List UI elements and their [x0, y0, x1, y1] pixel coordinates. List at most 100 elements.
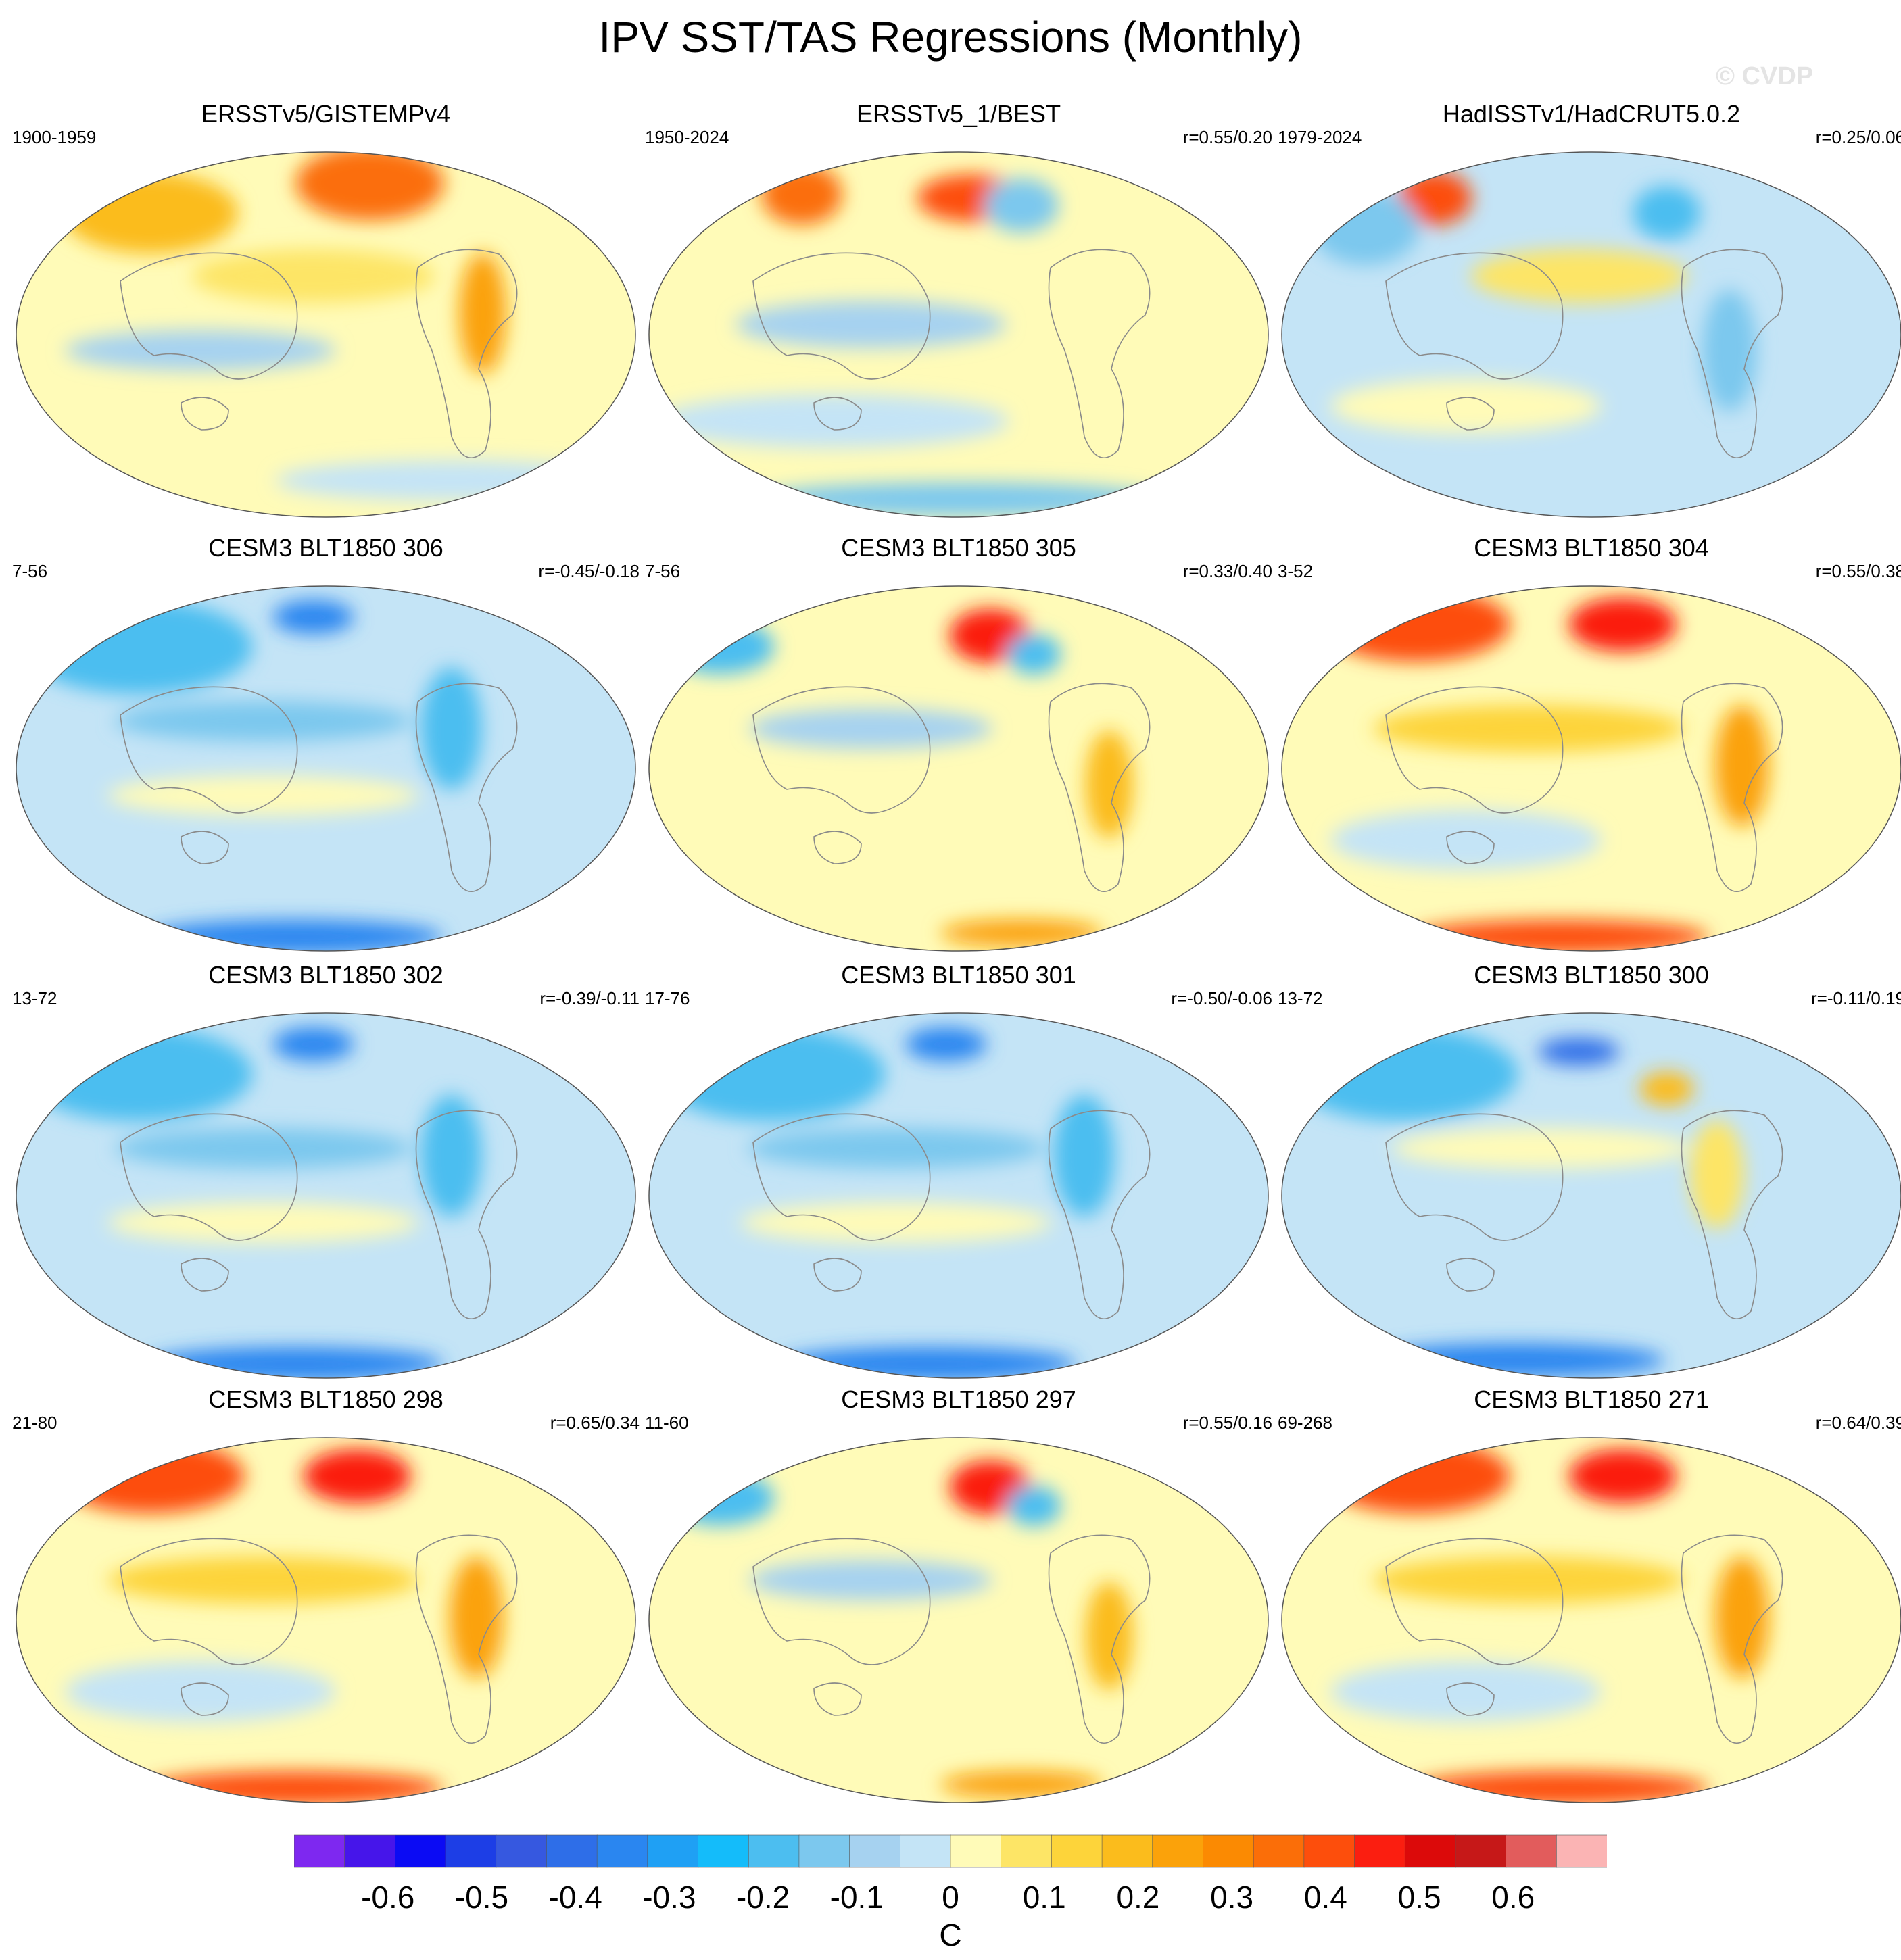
anomaly-region — [449, 1557, 504, 1678]
panel-title: CESM3 BLT1850 298 — [208, 1386, 443, 1413]
panel-period-label: 3-52 — [1278, 561, 1314, 581]
colorbar-tick-label: -0.2 — [736, 1880, 790, 1915]
panel-title: CESM3 BLT1850 300 — [1474, 961, 1709, 989]
panel-correlation-label: r=0.25/0.06 — [1815, 127, 1901, 147]
map-background-field — [1282, 152, 1901, 517]
panel-period-label: 1979-2024 — [1278, 127, 1362, 147]
map-svg — [1281, 151, 1901, 518]
panel-title: ERSSTv5/GISTEMPv4 — [201, 100, 451, 128]
anomaly-region — [1714, 705, 1769, 827]
map-svg — [16, 151, 636, 518]
map-panel: CESM3 BLT1850 271 69-268 r=0.64/0.39 — [1278, 1386, 1901, 1805]
panel-period-label: 21-80 — [12, 1413, 57, 1433]
anomaly-region — [657, 394, 1009, 448]
anomaly-region — [303, 1449, 412, 1503]
anomaly-region — [420, 668, 482, 789]
map-field — [16, 1438, 635, 1803]
map-field — [649, 1013, 1268, 1378]
anomaly-region — [984, 178, 1059, 232]
colorbar-swatch — [1506, 1834, 1558, 1868]
map-field — [1282, 1013, 1901, 1378]
map-field — [16, 586, 635, 951]
map-border — [1281, 585, 1901, 952]
map-panel: ERSSTv5_1/BEST 1950-2024 r=0.55/0.20 — [645, 100, 1272, 519]
panel-correlation-label: r=0.65/0.34 — [550, 1413, 640, 1433]
anomaly-region — [940, 1771, 1103, 1798]
colorbar-swatch — [698, 1834, 750, 1868]
colorbar-swatch — [1303, 1834, 1355, 1868]
panel-correlation-label: r=-0.11/0.19 — [1810, 988, 1901, 1008]
map-panel: CESM3 BLT1850 301 17-76 r=-0.50/-0.06 — [645, 961, 1272, 1380]
colorbar-swatch — [748, 1834, 800, 1868]
panel-title: CESM3 BLT1850 302 — [208, 961, 443, 989]
map-svg — [1281, 585, 1901, 952]
anomaly-region — [55, 1439, 245, 1513]
anomaly-region — [459, 252, 506, 374]
anomaly-region — [1321, 587, 1511, 662]
colorbar-tick-label: 0.1 — [1022, 1880, 1066, 1915]
panel-title: CESM3 BLT1850 306 — [208, 534, 443, 562]
anomaly-region — [940, 919, 1103, 947]
anomaly-region — [65, 330, 336, 371]
panel-title: CESM3 BLT1850 297 — [841, 1386, 1076, 1413]
anomaly-region — [1367, 1343, 1665, 1377]
colorbar-tick-label: 0.4 — [1303, 1880, 1347, 1915]
colorbar-swatch — [546, 1834, 598, 1868]
map-field — [1282, 586, 1901, 951]
anomaly-region — [1538, 1038, 1620, 1065]
colorbar-swatch — [1556, 1834, 1607, 1868]
map-background-field — [16, 586, 635, 951]
panel-title: CESM3 BLT1850 304 — [1474, 534, 1709, 562]
panel-correlation-label: r=0.55/0.20 — [1182, 127, 1272, 147]
map-panel: ERSSTv5/GISTEMPv4 1900-1959 — [12, 100, 640, 519]
map-svg — [648, 1437, 1269, 1803]
map-field — [1282, 1438, 1901, 1803]
anomaly-region — [1311, 191, 1420, 265]
coastline — [120, 1110, 518, 1319]
coastline — [120, 249, 518, 458]
anomaly-region — [1633, 186, 1701, 240]
map-border — [648, 1437, 1269, 1803]
anomaly-region — [1085, 1582, 1133, 1690]
colorbar — [294, 1834, 1607, 1868]
colorbar-swatch — [849, 1834, 901, 1868]
map-field — [16, 1013, 635, 1378]
anomaly-region — [114, 701, 412, 741]
coastline — [1385, 683, 1783, 892]
panel-correlation-label: r=0.55/0.16 — [1182, 1413, 1272, 1433]
anomaly-region — [420, 1095, 482, 1217]
colorbar-tick-label: 0.6 — [1491, 1880, 1535, 1915]
colorbar-swatch — [496, 1834, 548, 1868]
map-border — [16, 151, 636, 518]
anomaly-region — [761, 164, 842, 225]
colorbar-swatch — [1001, 1834, 1053, 1868]
map-field — [649, 152, 1268, 517]
anomaly-region — [749, 1560, 993, 1600]
anomaly-region — [1007, 634, 1061, 675]
map-svg — [16, 585, 636, 952]
cvdp-watermark: © CVDP — [1716, 62, 1814, 91]
anomaly-region — [1007, 1486, 1061, 1526]
colorbar-swatch — [596, 1834, 648, 1868]
panel-period-label: 7-56 — [12, 561, 48, 581]
colorbar-tick-label: -0.5 — [454, 1880, 509, 1915]
coastline — [1385, 1110, 1783, 1319]
panel-correlation-label: r=-0.45/-0.18 — [538, 561, 640, 581]
panel-title: ERSSTv5_1/BEST — [856, 100, 1061, 128]
anomaly-region — [107, 1557, 419, 1604]
colorbar-tick-label: -0.4 — [548, 1880, 602, 1915]
anomaly-region — [1639, 1072, 1694, 1106]
anomaly-region — [1392, 1128, 1690, 1169]
figure-title: IPV SST/TAS Regressions (Monthly) — [598, 13, 1303, 62]
anomaly-region — [1288, 1027, 1518, 1121]
panel-correlation-label: r=0.33/0.40 — [1182, 561, 1272, 581]
map-background-field — [16, 1013, 635, 1378]
colorbar-swatch — [798, 1834, 850, 1868]
map-svg — [16, 1012, 636, 1379]
anomaly-region — [1702, 289, 1757, 412]
anomaly-region — [1714, 1557, 1769, 1678]
panel-correlation-label: r=0.64/0.39 — [1815, 1413, 1901, 1433]
colorbar-swatch — [294, 1834, 345, 1868]
map-background-field — [649, 1013, 1268, 1378]
anomaly-region — [756, 482, 1161, 516]
